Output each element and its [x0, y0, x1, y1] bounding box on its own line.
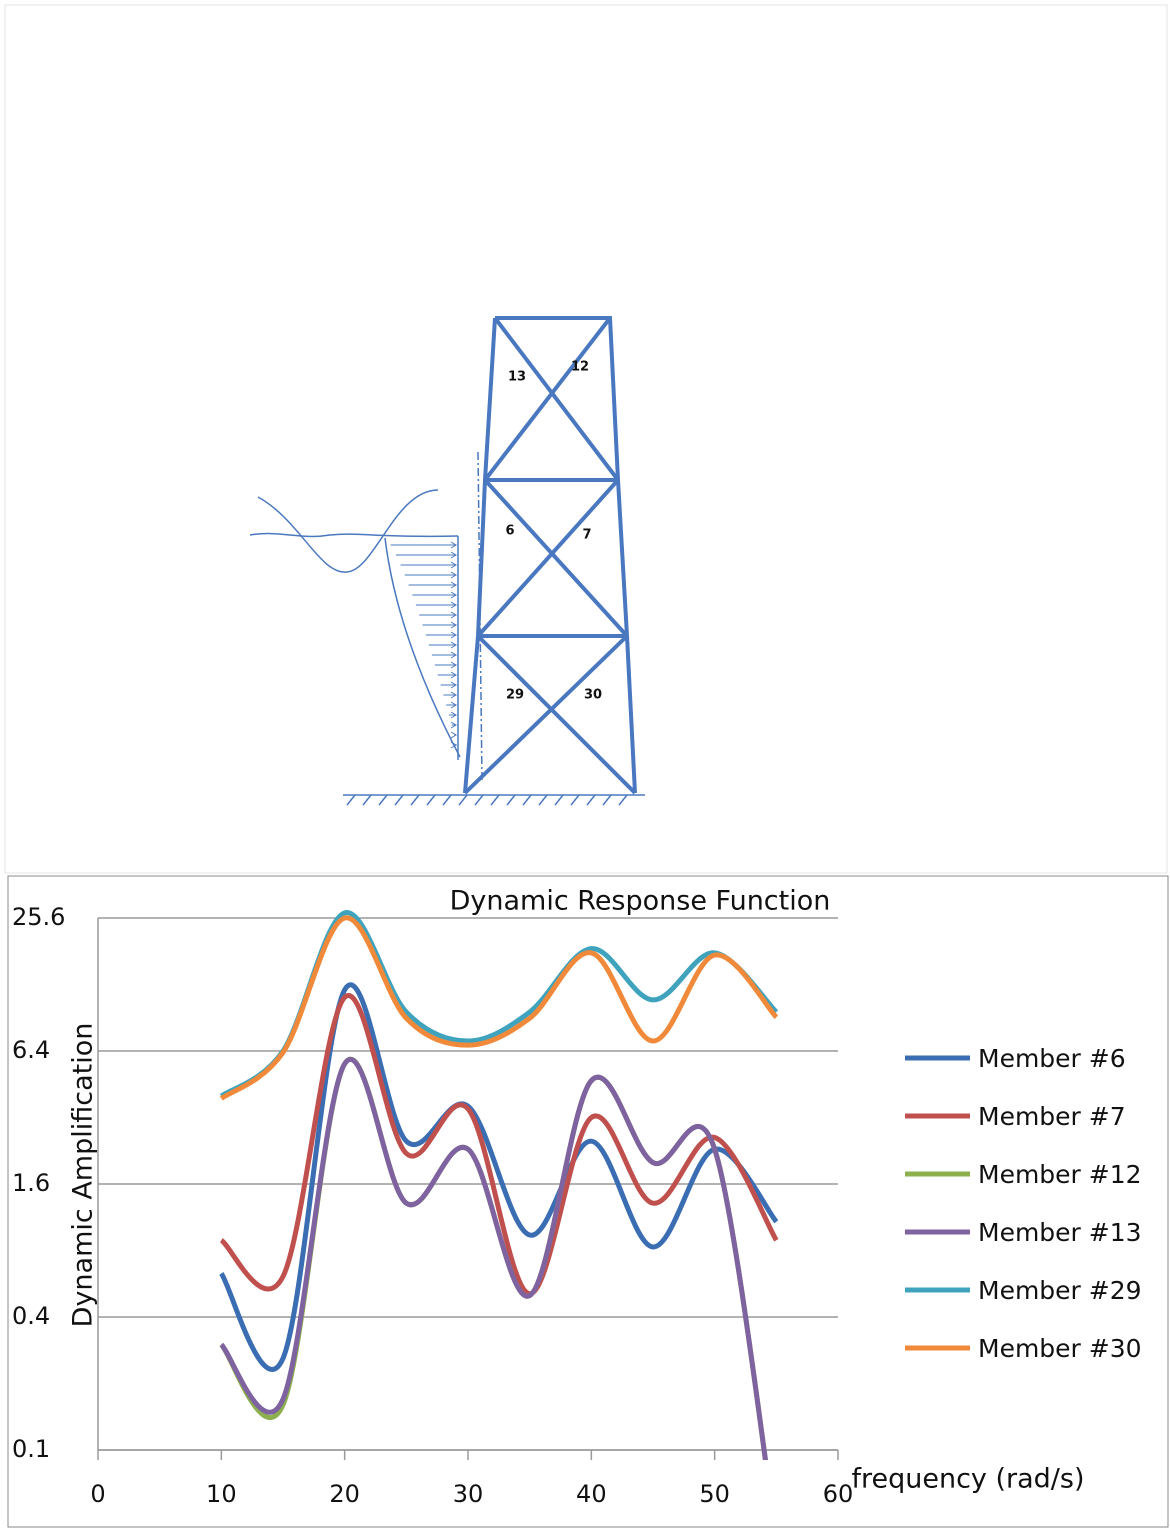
x-tick-label: 50 [699, 1480, 730, 1508]
y-tick-label: 1.6 [12, 1169, 50, 1197]
member-label: 12 [571, 360, 589, 375]
legend-label: Member #13 [978, 1218, 1142, 1247]
legend-label: Member #6 [978, 1044, 1126, 1073]
x-axis-label: frequency (rad/s) [851, 1464, 1084, 1495]
x-tick-label: 30 [453, 1480, 484, 1508]
member-label: 29 [506, 688, 524, 703]
x-tick-label: 10 [206, 1480, 237, 1508]
y-tick-label: 0.1 [12, 1435, 50, 1463]
member-label: 13 [508, 370, 526, 385]
x-tick-label: 0 [90, 1480, 105, 1508]
legend-label: Member #7 [978, 1102, 1126, 1131]
y-axis-label: Dynamic Amplification [68, 1023, 99, 1328]
x-tick-label: 60 [823, 1480, 854, 1508]
member-label: 6 [505, 524, 514, 539]
member-label: 30 [584, 688, 602, 703]
y-tick-label: 0.4 [12, 1302, 50, 1330]
legend-label: Member #30 [978, 1334, 1142, 1363]
chart-frame [8, 876, 1168, 1527]
legend-label: Member #12 [978, 1160, 1142, 1189]
x-tick-label: 20 [329, 1480, 360, 1508]
y-tick-label: 6.4 [12, 1036, 50, 1064]
member-label: 7 [582, 528, 591, 543]
x-tick-label: 40 [576, 1480, 607, 1508]
page: 13 12 6 7 29 30 Dynamic Response Functio… [0, 0, 1170, 1528]
y-tick-label: 25.6 [12, 903, 65, 931]
legend-label: Member #29 [978, 1276, 1142, 1305]
chart-title: Dynamic Response Function [450, 886, 831, 917]
